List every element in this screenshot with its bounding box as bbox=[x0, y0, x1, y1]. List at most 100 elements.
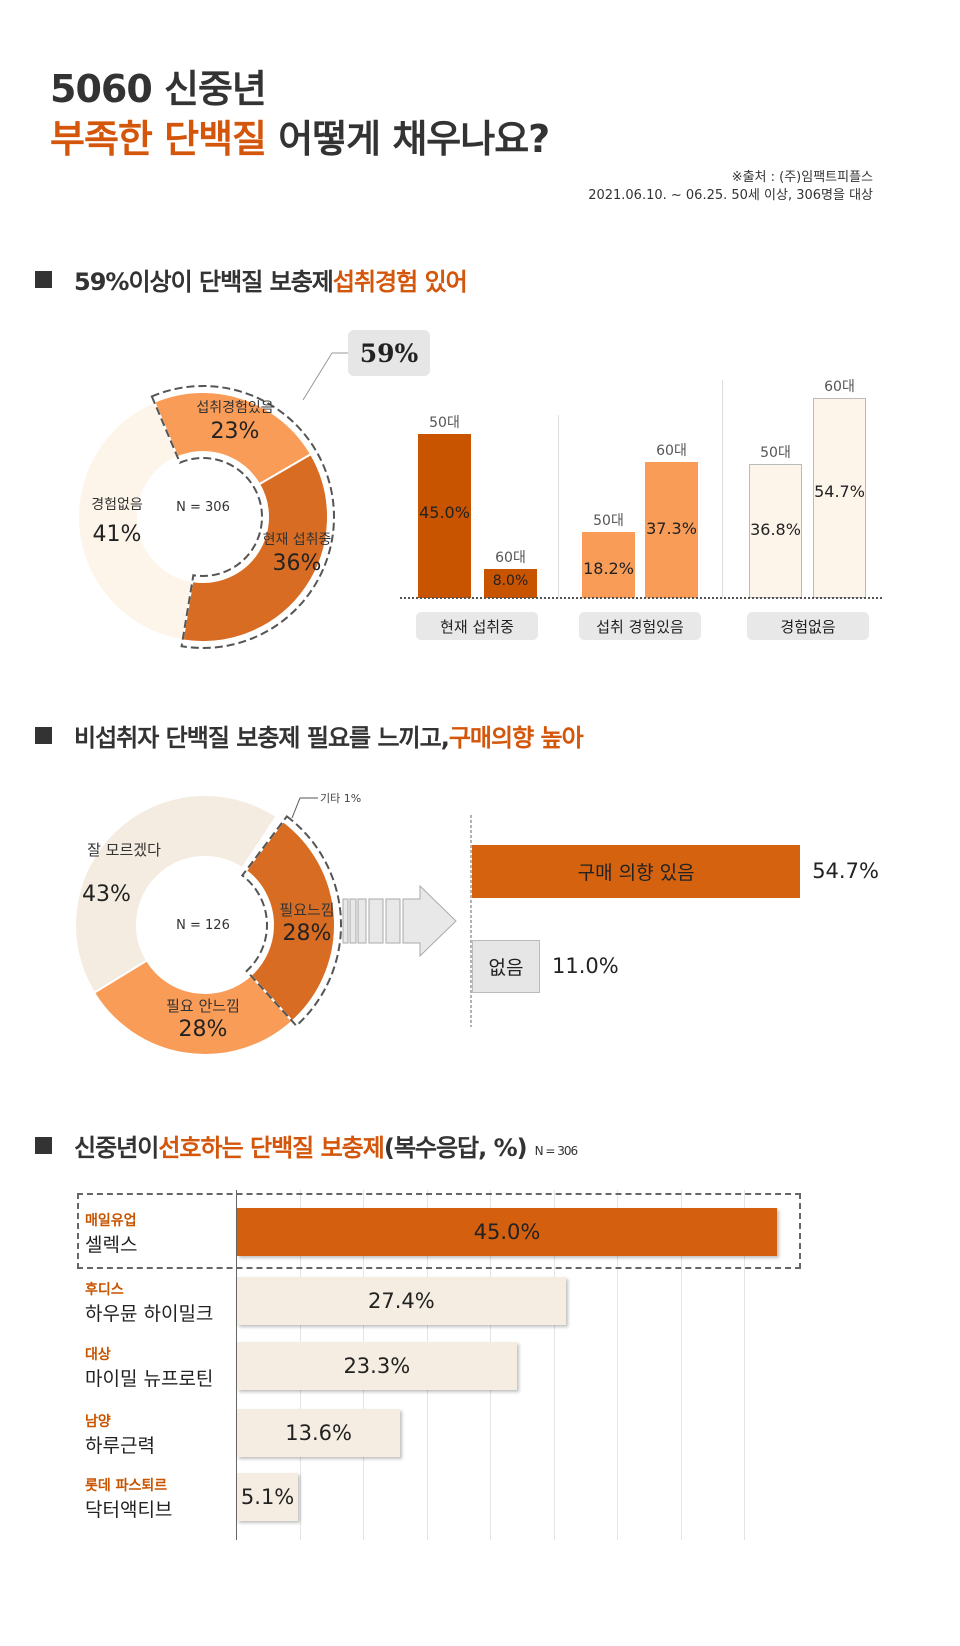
section2-title-highlight: 구매의향 높아 bbox=[448, 724, 584, 752]
brand-name: 후디스 bbox=[85, 1282, 124, 1298]
title-line2: 부족한 단백질 어떻게 채우나요? bbox=[50, 108, 550, 163]
other-label: 기타 1% bbox=[320, 792, 362, 805]
bar: 27.4% bbox=[237, 1277, 566, 1325]
series-label: 60대 bbox=[495, 549, 526, 566]
bar: 없음 bbox=[472, 940, 540, 993]
square-bullet-icon bbox=[35, 727, 52, 744]
section3-title-rest: (복수응답, %) bbox=[383, 1134, 528, 1162]
section1-title-text: 59%이상이 단백질 보충제 bbox=[74, 268, 334, 296]
group-divider bbox=[558, 415, 559, 598]
slice-label: 현재 섭취중 36% bbox=[262, 532, 332, 576]
gridline bbox=[617, 1190, 618, 1540]
series-label: 60대 bbox=[824, 379, 855, 396]
product-name: 마이밀 뉴프로틴 bbox=[85, 1368, 214, 1390]
bar-category-label: 구매 의향 있음 bbox=[577, 862, 695, 884]
bar bbox=[582, 531, 635, 598]
data-label: 18.2% bbox=[583, 559, 634, 579]
section3-title-text: 신중년이 bbox=[74, 1134, 159, 1162]
data-label: 13.6% bbox=[285, 1421, 352, 1445]
slice-label: 필요느낌 28% bbox=[279, 901, 335, 946]
gridline bbox=[553, 1190, 555, 1540]
bar bbox=[418, 433, 471, 598]
data-label: 45.0% bbox=[419, 502, 470, 522]
title-line1: 5060 신중년 bbox=[50, 67, 267, 111]
data-label: 36.8% bbox=[750, 520, 801, 540]
highlight-outline bbox=[150, 385, 335, 649]
gridline bbox=[744, 1190, 745, 1540]
data-label: 5.1% bbox=[240, 1485, 295, 1509]
section3-title-highlight: 선호하는 단백질 보충제 bbox=[158, 1134, 385, 1162]
brand-name: 남양 bbox=[85, 1414, 111, 1430]
title-rest: 어떻게 채우나요? bbox=[266, 117, 550, 161]
donut2-svg bbox=[74, 794, 472, 1056]
bar bbox=[749, 463, 802, 598]
donut1-center-label: N = 306 bbox=[176, 500, 230, 515]
gridline bbox=[236, 1190, 237, 1540]
data-label: 23.3% bbox=[343, 1354, 411, 1378]
bar bbox=[484, 568, 537, 598]
category-pill: 경험없음 bbox=[747, 612, 869, 640]
category-pill: 섭취 경험있음 bbox=[579, 612, 701, 640]
section3-title: 신중년이 선호하는 단백질 보충제 (복수응답, %) N = 306 bbox=[35, 1128, 579, 1163]
section1-title-highlight: 섭취경험 있어 bbox=[332, 268, 468, 296]
gridline bbox=[680, 1190, 682, 1540]
product-name: 닥터액티브 bbox=[85, 1499, 173, 1521]
arrow-icon bbox=[342, 884, 457, 958]
source-line1: ※출처 : (주)임팩트피플스 bbox=[731, 170, 873, 185]
section1-title: 59%이상이 단백질 보충제 섭취경험 있어 bbox=[35, 262, 468, 297]
series-label: 60대 bbox=[656, 442, 687, 459]
series-label: 50대 bbox=[760, 444, 791, 461]
data-label: 37.3% bbox=[646, 519, 697, 539]
donut-slice bbox=[152, 391, 313, 486]
square-bullet-icon bbox=[35, 1137, 52, 1154]
brand-name: 대상 bbox=[85, 1347, 111, 1363]
donut-slice bbox=[181, 452, 329, 643]
data-label: 45.0% bbox=[473, 1220, 541, 1244]
title-highlight: 부족한 단백질 bbox=[50, 117, 267, 161]
category-pill: 현재 섭취중 bbox=[416, 612, 538, 640]
slice-label: 잘 모르겠다 bbox=[87, 841, 161, 859]
bar: 23.3% bbox=[237, 1342, 517, 1390]
brand-name: 롯데 파스퇴르 bbox=[85, 1478, 168, 1494]
callout-line bbox=[302, 352, 348, 401]
sample-size-note: N = 306 bbox=[534, 1143, 579, 1158]
donut-slice bbox=[92, 959, 294, 1056]
bar: 구매 의향 있음 bbox=[472, 845, 801, 898]
highlight-box bbox=[77, 1193, 801, 1269]
group-divider bbox=[722, 380, 723, 598]
data-label: 27.4% bbox=[368, 1289, 435, 1313]
product-name: 하루근력 bbox=[85, 1435, 155, 1457]
donut-slice bbox=[77, 400, 194, 642]
slice-label: 필요 안느낌 28% bbox=[166, 997, 240, 1042]
highlight-outline bbox=[240, 814, 342, 1028]
product-name: 셀렉스 bbox=[85, 1234, 138, 1256]
slice-label: 경험없음 41% bbox=[91, 497, 143, 547]
bar: 45.0% bbox=[237, 1208, 777, 1256]
slice-value: 43% bbox=[82, 882, 131, 907]
series-label: 50대 bbox=[429, 414, 460, 431]
section2-title: 비섭취자 단백질 보충제 필요를 느끼고, 구매의향 높아 bbox=[35, 718, 584, 753]
donut1-svg bbox=[77, 352, 348, 649]
callout-line bbox=[291, 797, 318, 819]
bar: 5.1% bbox=[237, 1473, 299, 1521]
square-bullet-icon bbox=[35, 271, 52, 288]
slice-label: 섭취경험있음 23% bbox=[196, 400, 274, 444]
donut-slice bbox=[244, 819, 336, 1023]
donut-slice bbox=[74, 794, 278, 995]
callout-59-badge: 59% bbox=[348, 330, 430, 376]
baseline bbox=[400, 597, 882, 599]
data-label: 54.7% bbox=[812, 859, 879, 883]
series-label: 50대 bbox=[593, 512, 624, 529]
data-label: 11.0% bbox=[552, 954, 619, 978]
bar bbox=[645, 461, 698, 598]
brand-name: 매일유업 bbox=[85, 1213, 137, 1229]
donut2-center-label: N = 126 bbox=[176, 918, 230, 933]
bar-category-label: 없음 bbox=[488, 957, 524, 979]
bar: 13.6% bbox=[237, 1409, 401, 1457]
product-name: 하우뮨 하이밀크 bbox=[85, 1303, 214, 1325]
